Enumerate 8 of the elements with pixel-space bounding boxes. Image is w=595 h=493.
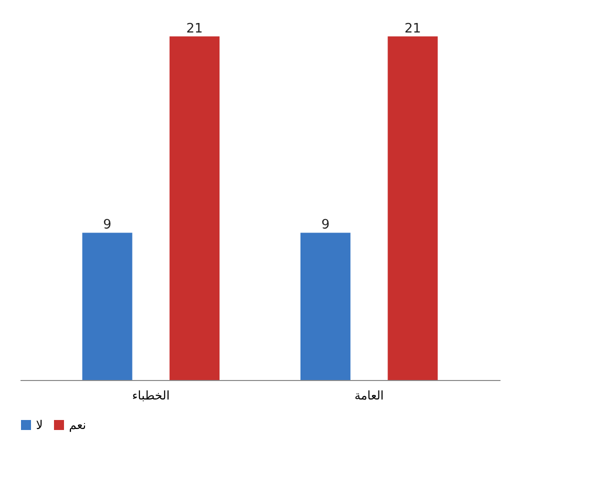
- data-label: 9: [321, 218, 330, 233]
- legend-label: لا: [36, 418, 43, 432]
- legend-label: نعم: [69, 418, 86, 432]
- x-tick-label: العامة: [354, 388, 384, 402]
- data-label: 9: [103, 218, 112, 233]
- data-label: 21: [404, 21, 421, 36]
- data-label: 21: [186, 21, 203, 36]
- x-tick-label: الخطباء: [132, 388, 170, 402]
